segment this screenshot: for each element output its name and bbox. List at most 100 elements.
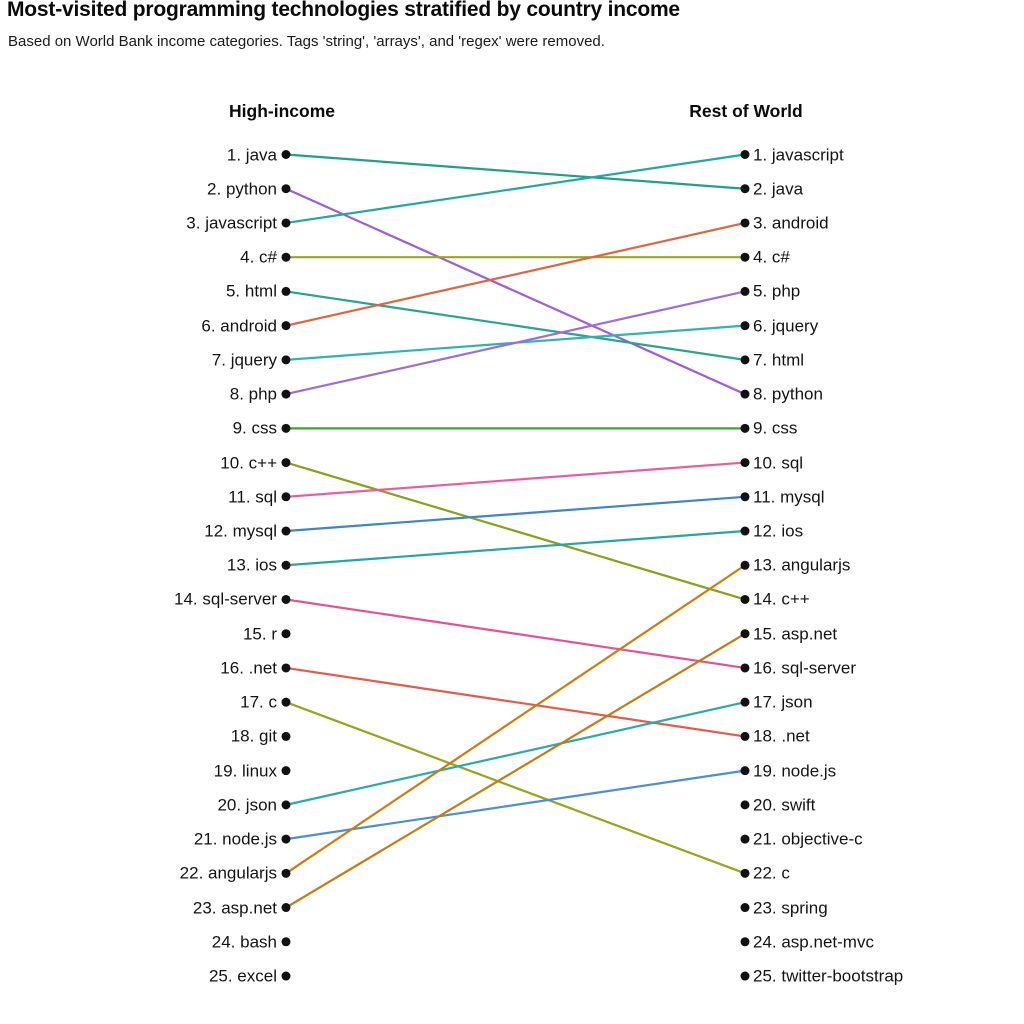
right-item-label: 14. c++ bbox=[753, 589, 810, 609]
left-item-label: 25. excel bbox=[208, 966, 277, 986]
link-line-c++ bbox=[284, 461, 747, 601]
right-item-label: 7. html bbox=[753, 350, 805, 370]
right-dot bbox=[740, 492, 750, 502]
left-dot bbox=[281, 560, 291, 570]
left-item-label: 22. angularjs bbox=[179, 863, 277, 883]
left-item-label: 14. sql-server bbox=[174, 589, 277, 609]
link-line-ios bbox=[284, 529, 747, 567]
right-item-label: 12. ios bbox=[753, 521, 804, 541]
left-dot bbox=[281, 218, 291, 228]
left-dot bbox=[281, 526, 291, 536]
left-dot bbox=[281, 903, 291, 913]
right-dot bbox=[740, 800, 750, 810]
left-item-label: 6. android bbox=[201, 316, 277, 336]
left-dot bbox=[281, 184, 291, 194]
right-dot bbox=[740, 526, 750, 536]
link-line-node.js bbox=[284, 769, 747, 841]
page-subtitle: Based on World Bank income categories. T… bbox=[8, 33, 605, 50]
link-line-php bbox=[284, 290, 747, 396]
left-dot bbox=[281, 629, 291, 639]
left-item-label: 23. asp.net bbox=[192, 898, 277, 918]
left-dot bbox=[281, 766, 291, 776]
right-item-label: 18. .net bbox=[753, 726, 810, 746]
left-item-label: 18. git bbox=[230, 726, 277, 746]
left-item-label: 17. c bbox=[240, 692, 277, 712]
link-line-java bbox=[284, 153, 747, 190]
left-dot bbox=[281, 594, 291, 604]
right-dot bbox=[740, 868, 750, 878]
left-item-label: 12. mysql bbox=[204, 521, 277, 541]
left-dot bbox=[281, 355, 291, 365]
left-dot bbox=[281, 423, 291, 433]
right-dot bbox=[740, 697, 750, 707]
left-item-label: 20. json bbox=[217, 795, 277, 815]
right-item-label: 6. jquery bbox=[753, 316, 819, 336]
left-dot bbox=[281, 252, 291, 262]
left-dot bbox=[281, 868, 291, 878]
link-line-json bbox=[284, 701, 747, 806]
left-dot bbox=[281, 800, 291, 810]
right-item-label: 16. sql-server bbox=[753, 658, 856, 678]
link-line-angularjs bbox=[284, 564, 747, 875]
left-dot bbox=[281, 971, 291, 981]
left-dot bbox=[281, 458, 291, 468]
left-item-label: 5. html bbox=[225, 281, 277, 301]
link-line-sql-server bbox=[284, 598, 747, 670]
right-item-label: 1. javascript bbox=[753, 145, 844, 164]
link-line-c bbox=[284, 701, 747, 875]
link-line-html bbox=[284, 290, 747, 361]
right-dot bbox=[740, 594, 750, 604]
right-item-label: 11. mysql bbox=[753, 487, 825, 507]
right-dot bbox=[740, 218, 750, 228]
right-dot bbox=[740, 971, 750, 981]
right-item-label: 9. css bbox=[753, 418, 798, 438]
right-dot bbox=[740, 286, 750, 296]
right-item-label: 8. python bbox=[753, 384, 823, 404]
right-item-label: 20. swift bbox=[753, 795, 816, 815]
link-line-android bbox=[284, 221, 747, 327]
left-item-label: 9. css bbox=[232, 418, 277, 438]
right-item-label: 21. objective-c bbox=[753, 829, 863, 849]
right-item-label: 25. twitter-bootstrap bbox=[753, 966, 904, 986]
right-dot bbox=[740, 560, 750, 570]
right-item-label: 19. node.js bbox=[753, 761, 837, 781]
left-item-label: 19. linux bbox=[213, 761, 277, 781]
right-dot bbox=[740, 389, 750, 399]
right-dot bbox=[740, 150, 750, 159]
left-dot bbox=[281, 697, 291, 707]
right-dot bbox=[740, 834, 750, 844]
column-header-rest-of-world: Rest of World bbox=[689, 101, 803, 121]
right-dot bbox=[740, 903, 750, 913]
right-dot bbox=[740, 937, 750, 947]
right-dot bbox=[740, 766, 750, 776]
left-item-label: 15. r bbox=[242, 624, 277, 644]
left-item-label: 13. ios bbox=[226, 555, 277, 575]
right-dot bbox=[740, 663, 750, 673]
link-line-mysql bbox=[284, 495, 747, 533]
left-dot bbox=[281, 731, 291, 741]
right-item-label: 4. c# bbox=[753, 247, 790, 267]
left-item-label: 8. php bbox=[229, 384, 277, 404]
right-item-label: 15. asp.net bbox=[753, 624, 838, 644]
column-header-high-income: High-income bbox=[229, 101, 335, 121]
left-item-label: 2. python bbox=[207, 179, 277, 199]
right-dot bbox=[740, 184, 750, 194]
left-item-label: 1. java bbox=[226, 145, 277, 164]
right-dot bbox=[740, 731, 750, 741]
right-item-label: 22. c bbox=[753, 863, 790, 883]
right-item-label: 24. asp.net-mvc bbox=[753, 932, 874, 952]
right-dot bbox=[740, 423, 750, 433]
right-item-label: 10. sql bbox=[753, 453, 804, 473]
right-dot bbox=[740, 458, 750, 468]
left-item-label: 11. sql bbox=[228, 487, 277, 507]
right-item-label: 13. angularjs bbox=[753, 555, 851, 575]
left-item-label: 3. javascript bbox=[186, 213, 277, 233]
right-item-label: 3. android bbox=[753, 213, 829, 233]
link-line-javascript bbox=[284, 153, 747, 225]
left-item-label: 21. node.js bbox=[193, 829, 277, 849]
right-item-label: 23. spring bbox=[753, 898, 828, 918]
page-title: Most-visited programming technologies st… bbox=[7, 0, 680, 21]
link-line-asp.net bbox=[284, 632, 747, 909]
